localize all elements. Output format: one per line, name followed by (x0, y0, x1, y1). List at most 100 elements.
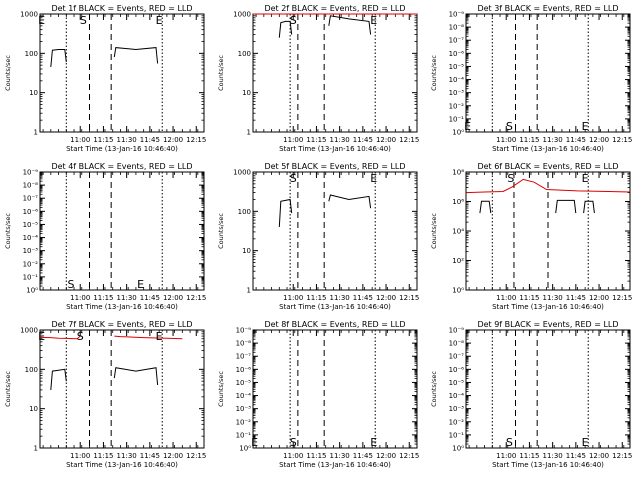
x-axis-label: Start Time (13-Jan-16 10:46:40) (279, 461, 391, 469)
x-tick-label: 12:00 (163, 452, 183, 460)
plot-frame (465, 13, 631, 133)
y-tick-label: 1000 (233, 169, 251, 177)
events-series-line (278, 20, 293, 38)
chart-panel-2: Det 2f BLACK = Events, RED = LLD 1 10 100 10… (217, 4, 419, 153)
y-tick-label: 10⁻⁴ (449, 76, 465, 84)
chart-title: Det 8f BLACK = Events, RED = LLD (264, 320, 405, 329)
x-tick-label: 11:15 (93, 136, 113, 144)
y-axis-label: Counts/sec (430, 213, 438, 249)
x-axis-label: Start Time (13-Jan-16 10:46:40) (66, 303, 178, 311)
x-tick-label: 11:45 (353, 452, 373, 460)
chart-panel-9: Det 9f BLACK = Events, RED = LLD 10⁰ 10⁻¹ 1… (430, 320, 632, 469)
plot-frame (252, 13, 418, 133)
y-tick-label: 10⁻⁸ (236, 340, 252, 348)
x-tick-label: 11:30 (543, 136, 563, 144)
y-tick-label: 100 (25, 50, 38, 58)
y-tick-label: 1 (34, 445, 38, 453)
x-tick-label: 11:30 (330, 452, 350, 460)
y-tick-label: 10⁰ (239, 445, 251, 453)
x-tick-label: 12:15 (612, 452, 632, 460)
x-tick-label: 11:15 (306, 294, 326, 302)
marker-e: E (370, 14, 377, 27)
plot-frame (252, 329, 418, 449)
chart-panel-6: Det 6f BLACK = Events, RED = LLD 10⁰ 10² 10… (430, 162, 632, 311)
x-tick-label: 11:30 (117, 452, 137, 460)
y-tick-label: 10⁻² (23, 260, 39, 268)
x-tick-label: 12:00 (376, 136, 396, 144)
x-tick-label: 11:15 (306, 452, 326, 460)
chart-panel-7: Det 7f BLACK = Events, RED = LLD 1 10 100 10… (4, 320, 206, 469)
plot-frame (252, 171, 418, 291)
marker-e: E (137, 278, 144, 291)
y-tick-label: 10 (242, 89, 251, 97)
marker-s: S (290, 14, 297, 27)
y-tick-label: 10⁻⁶ (449, 50, 465, 58)
y-tick-label: 10⁻⁴ (236, 392, 252, 400)
y-tick-label: 100 (238, 208, 251, 216)
x-tick-label: 11:45 (566, 452, 586, 460)
x-tick-label: 12:15 (399, 294, 419, 302)
y-tick-label: 10⁰ (452, 287, 464, 295)
y-tick-label: 10⁻¹ (449, 431, 465, 439)
x-tick-label: 12:00 (376, 452, 396, 460)
x-axis-label: Start Time (13-Jan-16 10:46:40) (66, 145, 178, 153)
chart-title: Det 1f BLACK = Events, RED = LLD (51, 4, 192, 13)
y-tick-label: 10⁶ (452, 198, 464, 206)
events-series-line (113, 47, 159, 64)
y-tick-label: 10⁻³ (23, 247, 39, 255)
y-tick-label: 10⁻⁵ (449, 63, 465, 71)
marker-s: S (506, 436, 513, 449)
y-tick-label: 10⁻² (236, 418, 252, 426)
x-tick-label: 12:15 (186, 452, 206, 460)
y-tick-label: 10⁰ (452, 129, 464, 137)
lld-series-line (465, 178, 631, 194)
y-tick-label: 10⁻⁷ (236, 353, 252, 361)
x-tick-label: 11:00 (70, 452, 90, 460)
y-tick-label: 100 (25, 366, 38, 374)
y-tick-label: 1000 (20, 327, 38, 335)
y-axis-label: Counts/sec (217, 55, 225, 91)
lld-series-line (114, 335, 183, 340)
x-tick-label: 11:00 (283, 136, 303, 144)
y-tick-label: 10⁻⁹ (449, 327, 465, 335)
y-tick-label: 10⁻⁷ (23, 195, 39, 203)
x-tick-label: 12:00 (589, 452, 609, 460)
y-axis-label: Counts/sec (430, 371, 438, 407)
y-tick-label: 1 (247, 287, 251, 295)
plot-frame (465, 329, 631, 449)
plot-frame (39, 329, 205, 449)
y-tick-label: 10⁻⁵ (236, 379, 252, 387)
events-series-line (328, 15, 372, 35)
x-tick-label: 11:45 (353, 294, 373, 302)
y-axis-label: Counts/sec (217, 213, 225, 249)
x-tick-label: 11:45 (140, 294, 160, 302)
x-tick-label: 11:45 (140, 136, 160, 144)
x-tick-label: 11:00 (496, 294, 516, 302)
marker-e: E (156, 14, 163, 27)
marker-s: S (290, 436, 297, 449)
marker-e: E (251, 436, 258, 449)
chart-title: Det 3f BLACK = Events, RED = LLD (477, 4, 618, 13)
events-series-line (113, 367, 159, 386)
x-tick-label: 12:15 (399, 136, 419, 144)
x-tick-label: 12:00 (589, 294, 609, 302)
x-tick-label: 12:00 (163, 294, 183, 302)
x-tick-label: 11:00 (70, 294, 90, 302)
y-tick-label: 1 (247, 129, 251, 137)
y-tick-label: 10⁻⁸ (449, 24, 465, 32)
marker-s: S (77, 330, 84, 343)
events-series-line (278, 198, 293, 228)
y-tick-label: 10⁻⁸ (449, 340, 465, 348)
y-tick-label: 10⁻³ (449, 405, 465, 413)
y-tick-label: 1 (34, 129, 38, 137)
x-axis-label: Start Time (13-Jan-16 10:46:40) (492, 303, 604, 311)
events-series-line (328, 194, 372, 209)
y-tick-label: 10⁻¹ (236, 431, 252, 439)
x-tick-label: 12:00 (589, 136, 609, 144)
y-tick-label: 10⁻³ (449, 89, 465, 97)
x-tick-label: 11:30 (117, 294, 137, 302)
x-tick-label: 11:00 (283, 294, 303, 302)
x-tick-label: 12:00 (376, 294, 396, 302)
y-tick-label: 10⁻⁶ (449, 366, 465, 374)
